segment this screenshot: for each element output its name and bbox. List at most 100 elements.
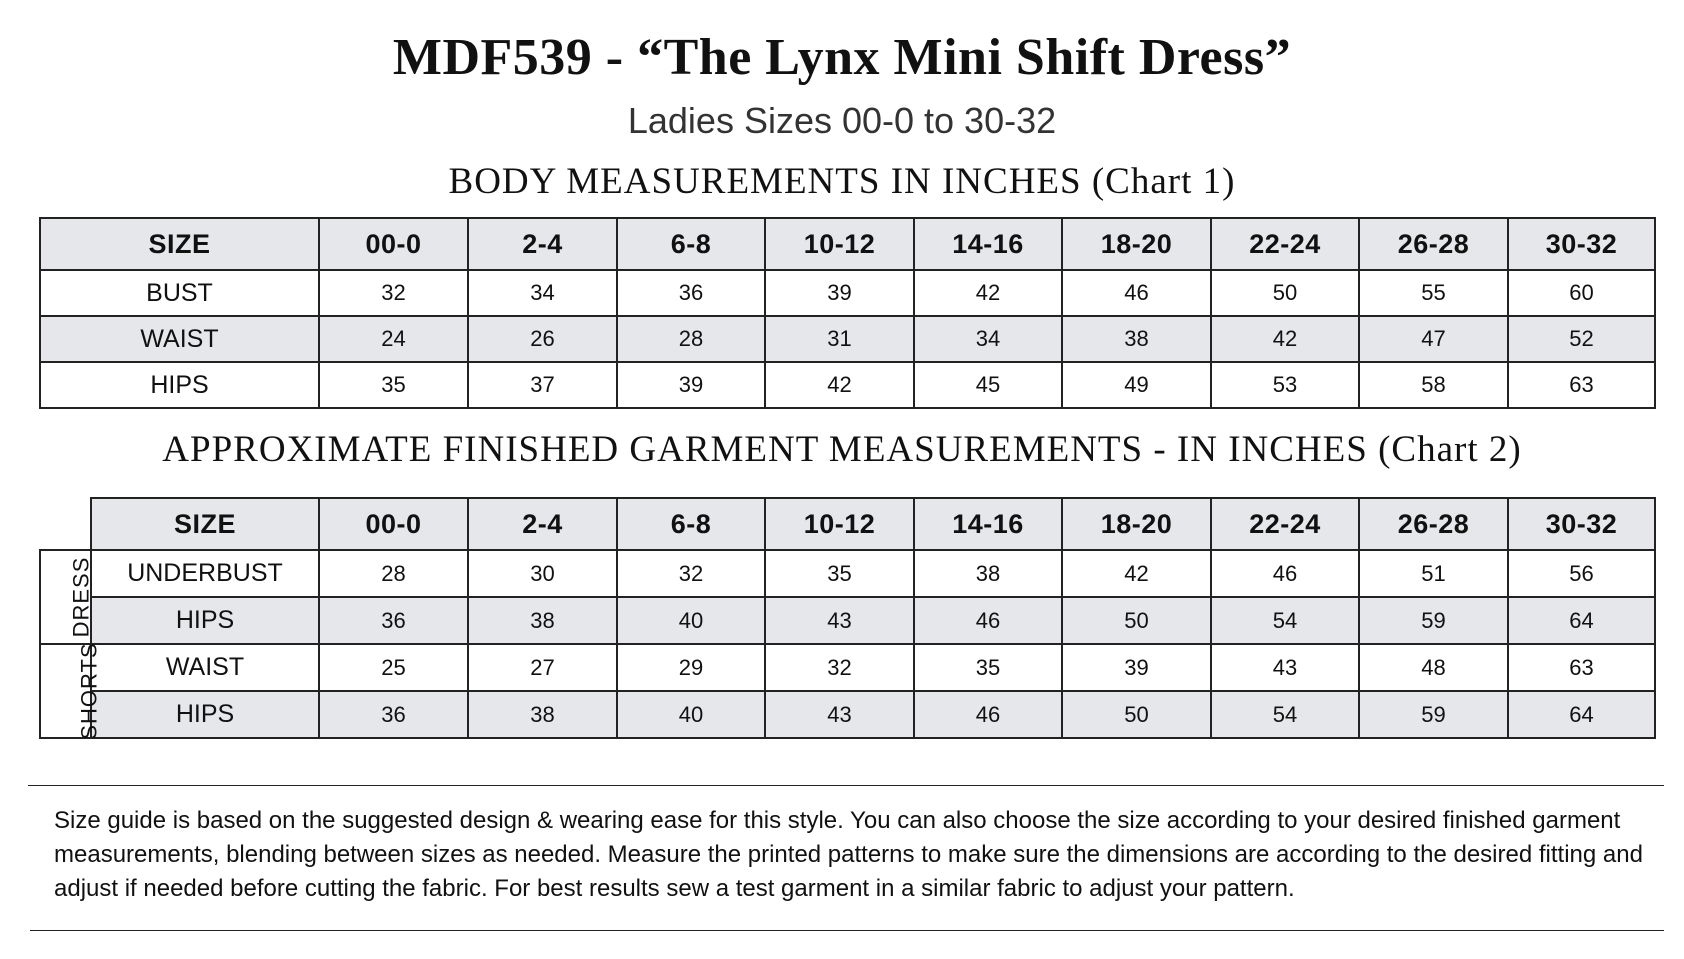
table-cell: 32 bbox=[764, 643, 915, 692]
table-cell: 53 bbox=[1210, 361, 1360, 409]
table-cell: 43 bbox=[1210, 643, 1360, 692]
table-cell: 28 bbox=[318, 549, 469, 598]
table-cell: 48 bbox=[1358, 643, 1509, 692]
table-cell: 45 bbox=[913, 361, 1063, 409]
row-label: UNDERBUST bbox=[90, 549, 320, 598]
chart2-heading: APPROXIMATE FINISHED GARMENT MEASUREMENT… bbox=[162, 429, 1522, 470]
table-row: DRESS UNDERBUST 28 30 32 35 38 42 46 51 … bbox=[39, 549, 1656, 645]
table-cell: 64 bbox=[1507, 596, 1656, 645]
table-cell: 58 bbox=[1358, 361, 1509, 409]
empty-corner bbox=[40, 498, 91, 550]
table-cell: 54 bbox=[1210, 690, 1360, 739]
table-cell: 38 bbox=[913, 549, 1063, 598]
table-cell: 38 bbox=[467, 596, 618, 645]
page-title: MDF539 - “The Lynx Mini Shift Dress” bbox=[392, 29, 1292, 86]
chart1-heading: BODY MEASUREMENTS IN INCHES (Chart 1) bbox=[448, 161, 1236, 202]
table-cell: 32 bbox=[616, 549, 766, 598]
table-cell: 46 bbox=[1210, 549, 1360, 598]
table-cell: 39 bbox=[764, 269, 915, 317]
body-measurements-table: SIZE 00-0 2-4 6-8 10-12 14-16 18-20 22-2… bbox=[39, 217, 1656, 409]
table-cell: 64 bbox=[1507, 690, 1656, 739]
header-cell: 26-28 bbox=[1358, 217, 1509, 271]
header-cell: 26-28 bbox=[1358, 497, 1509, 551]
row-label: HIPS bbox=[39, 361, 320, 409]
header-cell: 14-16 bbox=[913, 497, 1063, 551]
garment-measurements-table: SIZE 00-0 2-4 6-8 10-12 14-16 18-20 22-2… bbox=[39, 497, 1656, 740]
table-row: HIPS 36 38 40 43 46 50 54 59 64 bbox=[40, 690, 1656, 739]
divider-line bbox=[30, 930, 1664, 931]
table-cell: 46 bbox=[913, 596, 1063, 645]
header-cell: 14-16 bbox=[913, 217, 1063, 271]
table-cell: 47 bbox=[1358, 315, 1509, 363]
table-cell: 43 bbox=[764, 596, 915, 645]
table-cell: 39 bbox=[1061, 643, 1212, 692]
table-cell: 59 bbox=[1358, 690, 1509, 739]
header-cell: 30-32 bbox=[1507, 497, 1656, 551]
row-label: HIPS bbox=[90, 596, 320, 645]
table-cell: 38 bbox=[1061, 315, 1212, 363]
row-label: HIPS bbox=[90, 690, 320, 739]
row-label: WAIST bbox=[90, 643, 320, 692]
table-cell: 36 bbox=[616, 269, 766, 317]
header-cell: 30-32 bbox=[1507, 217, 1656, 271]
header-cell: 00-0 bbox=[318, 217, 469, 271]
page-subtitle: Ladies Sizes 00-0 to 30-32 bbox=[627, 100, 1057, 141]
row-label: WAIST bbox=[39, 315, 320, 363]
header-cell: 10-12 bbox=[764, 217, 915, 271]
table-cell: 59 bbox=[1358, 596, 1509, 645]
table-cell: 38 bbox=[467, 690, 618, 739]
table-cell: 49 bbox=[1061, 361, 1212, 409]
row-label: BUST bbox=[39, 269, 320, 317]
table-cell: 36 bbox=[318, 690, 469, 739]
table-cell: 40 bbox=[616, 690, 766, 739]
header-cell: 22-24 bbox=[1210, 217, 1360, 271]
table-cell: 50 bbox=[1210, 269, 1360, 317]
divider-line bbox=[28, 785, 1664, 786]
header-cell: 18-20 bbox=[1061, 497, 1212, 551]
header-cell: 00-0 bbox=[318, 497, 469, 551]
table-cell: 25 bbox=[318, 643, 469, 692]
table-cell: 63 bbox=[1507, 643, 1656, 692]
table-cell: 46 bbox=[913, 690, 1063, 739]
table-cell: 30 bbox=[467, 549, 618, 598]
table-cell: 50 bbox=[1061, 690, 1212, 739]
table-cell: 28 bbox=[616, 315, 766, 363]
group-label-dress: DRESS bbox=[39, 549, 93, 645]
header-cell: 2-4 bbox=[467, 217, 618, 271]
table-cell: 39 bbox=[616, 361, 766, 409]
table-cell: 42 bbox=[1061, 549, 1212, 598]
table-cell: 46 bbox=[1061, 269, 1212, 317]
table-cell: 36 bbox=[318, 596, 469, 645]
group-label-shorts: SHORTS bbox=[39, 642, 102, 740]
table-cell: 31 bbox=[764, 315, 915, 363]
table-cell: 56 bbox=[1507, 549, 1656, 598]
table-cell: 60 bbox=[1507, 269, 1656, 317]
table-cell: 51 bbox=[1358, 549, 1509, 598]
table-row: WAIST 24 26 28 31 34 38 42 47 52 bbox=[39, 315, 1656, 363]
header-cell: 6-8 bbox=[616, 497, 766, 551]
header-cell: SIZE bbox=[39, 217, 320, 271]
table-cell: 32 bbox=[318, 269, 469, 317]
table-cell: 43 bbox=[764, 690, 915, 739]
header-cell: 10-12 bbox=[764, 497, 915, 551]
table-header-row: SIZE 00-0 2-4 6-8 10-12 14-16 18-20 22-2… bbox=[39, 217, 1656, 271]
table-row: BUST 32 34 36 39 42 46 50 55 60 bbox=[39, 269, 1656, 317]
header-cell: 6-8 bbox=[616, 217, 766, 271]
table-cell: 54 bbox=[1210, 596, 1360, 645]
group-name: SHORTS bbox=[76, 642, 102, 740]
table-cell: 42 bbox=[913, 269, 1063, 317]
table-cell: 29 bbox=[616, 643, 766, 692]
table-cell: 26 bbox=[467, 315, 618, 363]
header-cell: 18-20 bbox=[1061, 217, 1212, 271]
size-guide-note: Size guide is based on the suggested des… bbox=[54, 807, 1643, 902]
table-cell: 52 bbox=[1507, 315, 1656, 363]
table-cell: 35 bbox=[764, 549, 915, 598]
table-cell: 34 bbox=[467, 269, 618, 317]
table-cell: 37 bbox=[467, 361, 618, 409]
table-cell: 42 bbox=[1210, 315, 1360, 363]
table-cell: 27 bbox=[467, 643, 618, 692]
table-row: HIPS 36 38 40 43 46 50 54 59 64 bbox=[40, 596, 1656, 645]
table-cell: 50 bbox=[1061, 596, 1212, 645]
table-cell: 40 bbox=[616, 596, 766, 645]
table-cell: 34 bbox=[913, 315, 1063, 363]
